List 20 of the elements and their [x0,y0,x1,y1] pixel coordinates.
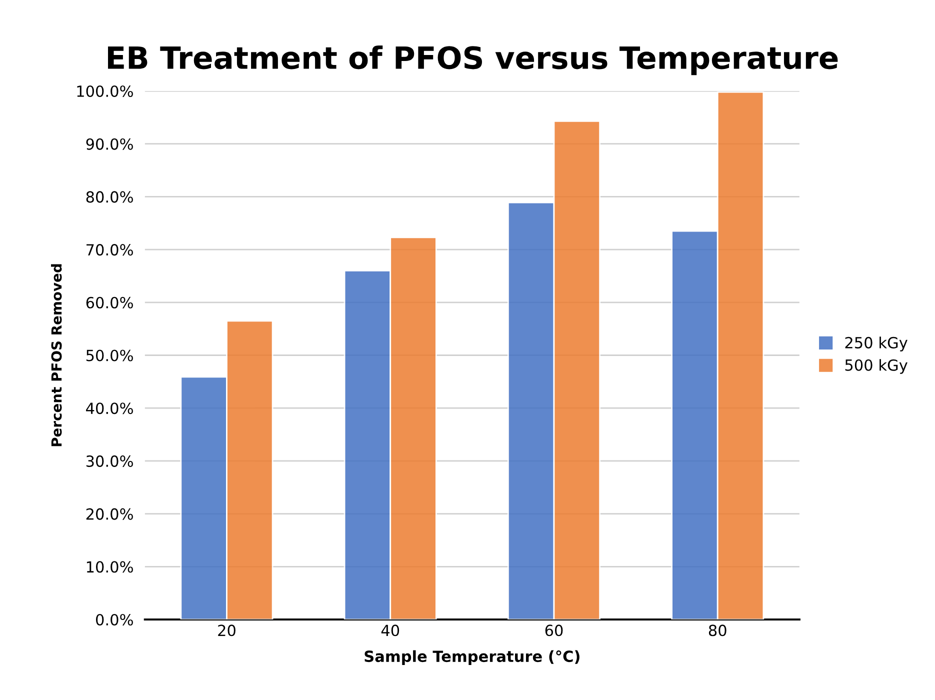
x-tick-label: 80 [708,624,726,636]
y-tick-label: 50.0% [86,350,133,362]
y-tick-label: 90.0% [86,138,133,150]
y-tick-label: 30.0% [86,455,133,467]
y-tick-label: 100.0% [77,85,133,98]
y-tick-label: 60.0% [86,296,133,308]
y-tick-label: 80.0% [86,191,133,203]
x-axis-title: Sample Temperature (°C) [364,650,580,666]
x-tick-label: 20 [218,624,236,636]
y-tick-label: 70.0% [86,244,133,256]
x-tick-label: 60 [545,624,563,636]
y-tick-label: 10.0% [86,561,133,573]
chart-title: EB Treatment of PFOS versus Temperature [108,46,838,76]
x-tick-label: 40 [381,624,400,636]
y-tick-label: 20.0% [86,508,133,520]
legend-label: 250 kGy [845,336,908,352]
y-tick-label: 0.0% [96,614,133,626]
y-tick-label: 40.0% [86,402,133,414]
y-axis-title: Percent PFOS Removed [51,264,62,446]
legend-label: 500 kGy [845,359,908,374]
